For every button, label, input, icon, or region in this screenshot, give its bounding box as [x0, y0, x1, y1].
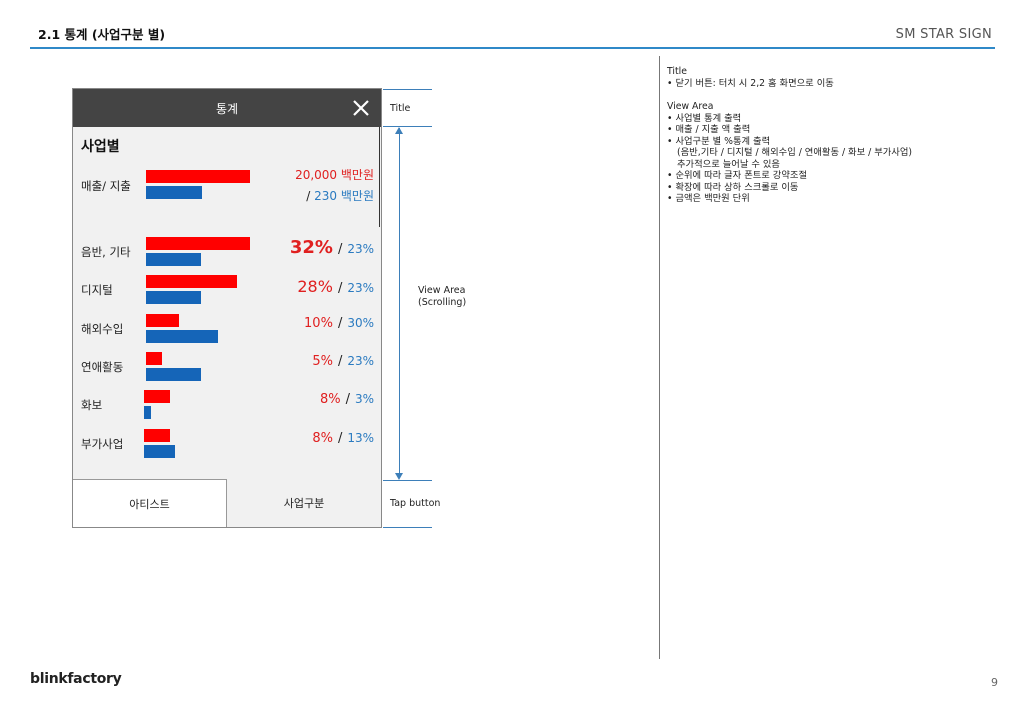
category-label: 해외수입 [81, 321, 124, 336]
expense-separator: / [306, 189, 311, 203]
category-bar-a [144, 428, 170, 442]
category-pct-a: 8% [319, 392, 341, 408]
category-bar-b [144, 406, 152, 420]
revenue-bar [146, 170, 250, 183]
category-bar-a [146, 237, 250, 250]
note-subline: 추가적으로 늘어날 수 있음 [677, 158, 780, 170]
category-pct-a: 5% [312, 353, 333, 369]
annotation-view-area-line2: (Scrolling) [418, 297, 467, 308]
category-bar-a [146, 351, 163, 365]
category-pct-a: 8% [312, 430, 333, 446]
phone-mockup: 통계 사업별 매출/ 지출 20,000 백만원 / 230 백만원 음반, 기… [72, 88, 382, 528]
category-separator: / [337, 315, 343, 331]
view-area-arrow-line [399, 128, 400, 478]
expense-bar [146, 186, 203, 199]
scrollbar[interactable] [379, 127, 380, 227]
category-pct-b: 13% [347, 430, 374, 445]
notes-view-items: • 사업별 통계 출력 • 매출 / 지출 액 출력 • 사업구분 별 %통계 출력… [667, 113, 912, 205]
arrow-down-icon [395, 473, 403, 480]
category-label: 디지털 [81, 283, 113, 298]
vertical-divider [659, 56, 660, 659]
category-pct-a: 32% [289, 237, 333, 258]
footer-logo: blinkfactory [30, 671, 122, 687]
annotation-view-area: View Area (Scrolling) [418, 285, 466, 309]
category-bar-b [146, 367, 201, 381]
annotation-view-area-line1: View Area [418, 285, 466, 296]
category-pct-a: 28% [297, 277, 333, 297]
tab-business-type[interactable]: 사업구분 [227, 479, 381, 527]
tab-artist[interactable]: 아티스트 [73, 479, 227, 527]
title-bracket-bottom [383, 126, 432, 127]
category-pct-b: 23% [347, 281, 374, 296]
note-item: • 매출 / 지출 액 출력 [667, 124, 751, 135]
category-pct-b: 23% [347, 242, 374, 256]
header-rule [30, 47, 995, 49]
expense-value: / 230 백만원 [306, 187, 374, 204]
app-header: 통계 [73, 89, 381, 127]
category-value: 28%/ 23% [297, 277, 374, 296]
app-header-title: 통계 [215, 102, 239, 116]
page-number: 9 [991, 676, 998, 689]
note-item: • 확장에 따라 상하 스크롤로 이동 [667, 181, 799, 193]
category-separator: / [337, 242, 343, 257]
tab-bracket-bottom [383, 527, 432, 528]
annotation-title: Title [390, 103, 411, 114]
category-value: 5%/ 23% [312, 354, 374, 369]
category-separator: / [345, 392, 350, 408]
category-bar-b [146, 253, 201, 266]
notes-view-group: View Area • 사업별 통계 출력 • 매출 / 지출 액 출력 • 사업구… [667, 101, 912, 205]
category-pct-a: 10% [304, 315, 333, 331]
tab-bar: 아티스트 사업구분 [73, 479, 381, 527]
category-bar-a [144, 390, 170, 404]
title-bracket-top [383, 89, 432, 90]
tab-bracket-top [383, 480, 432, 481]
category-bar-b [146, 291, 201, 305]
section-title: 사업별 [81, 139, 120, 155]
summary-label: 매출/ 지출 [81, 179, 131, 193]
category-pct-b: 30% [347, 315, 374, 330]
category-pct-b: 3% [354, 392, 374, 407]
category-value: 10%/ 30% [304, 316, 374, 331]
category-separator: / [337, 353, 343, 369]
category-label: 화보 [81, 398, 103, 413]
category-label: 부가사업 [81, 436, 124, 451]
notes-view-heading: View Area [667, 101, 714, 112]
note-subline: (음반,기타 / 디지털 / 해외수입 / 연애활동 / 화보 / 부가사업) [677, 147, 913, 158]
notes-title-items: • 닫기 버튼: 터치 시 2,2 홈 화면으로 이동 [667, 78, 912, 90]
arrow-up-icon [395, 127, 403, 134]
note-item: • 닫기 버튼: 터치 시 2,2 홈 화면으로 이동 [667, 77, 834, 89]
notes-title-group: Title • 닫기 버튼: 터치 시 2,2 홈 화면으로 이동 [667, 66, 912, 89]
category-separator: / [337, 281, 343, 297]
note-item: • 사업구분 별 %통계 출력 [667, 135, 771, 147]
document-title: 2.1 통계 (사업구분 별) [38, 27, 166, 42]
close-icon[interactable] [351, 98, 371, 118]
category-label: 음반, 기타 [81, 245, 131, 259]
category-separator: / [337, 430, 343, 446]
expense-amount: 230 백만원 [314, 189, 374, 203]
note-item: • 사업별 통계 출력 [667, 112, 742, 124]
category-bar-a [146, 275, 237, 289]
category-bar-b [146, 329, 218, 343]
category-bar-b [144, 444, 176, 458]
category-value: 32% / 23% [290, 237, 374, 258]
category-label: 연애활동 [81, 359, 124, 374]
description-notes: Title • 닫기 버튼: 터치 시 2,2 홈 화면으로 이동 View A… [667, 66, 912, 217]
category-value: 8%/ 13% [312, 431, 374, 446]
note-item: • 금액은 백만원 단위 [667, 193, 750, 204]
brand-name-top: SM STAR SIGN [895, 27, 992, 42]
revenue-value: 20,000 백만원 [295, 168, 374, 182]
category-bar-a [146, 313, 179, 327]
category-value: 8%/ 3% [320, 392, 374, 407]
note-item: • 순위에 따라 글자 폰트로 강약조절 [667, 170, 808, 181]
annotation-tap-button: Tap button [390, 498, 441, 509]
notes-title-heading: Title [667, 66, 687, 77]
category-pct-b: 23% [347, 353, 374, 368]
